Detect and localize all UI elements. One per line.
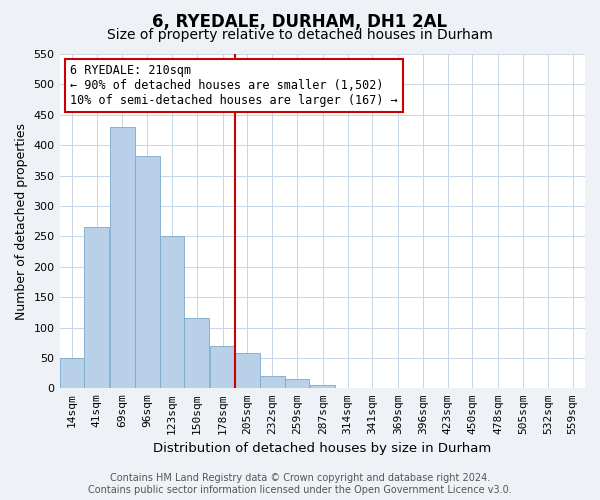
Text: 6, RYEDALE, DURHAM, DH1 2AL: 6, RYEDALE, DURHAM, DH1 2AL [152,12,448,30]
Text: 6 RYEDALE: 210sqm
← 90% of detached houses are smaller (1,502)
10% of semi-detac: 6 RYEDALE: 210sqm ← 90% of detached hous… [70,64,398,107]
Text: Size of property relative to detached houses in Durham: Size of property relative to detached ho… [107,28,493,42]
Bar [135,156,160,388]
Bar [210,346,235,389]
Bar [160,236,184,388]
Bar [284,379,310,388]
Bar [260,376,284,388]
Bar [184,318,209,388]
Text: Contains HM Land Registry data © Crown copyright and database right 2024.
Contai: Contains HM Land Registry data © Crown c… [88,474,512,495]
Bar [59,358,85,388]
Y-axis label: Number of detached properties: Number of detached properties [15,122,28,320]
Bar [235,353,260,388]
Bar [310,386,335,388]
Bar [110,127,135,388]
Bar [85,227,109,388]
X-axis label: Distribution of detached houses by size in Durham: Distribution of detached houses by size … [153,442,491,455]
